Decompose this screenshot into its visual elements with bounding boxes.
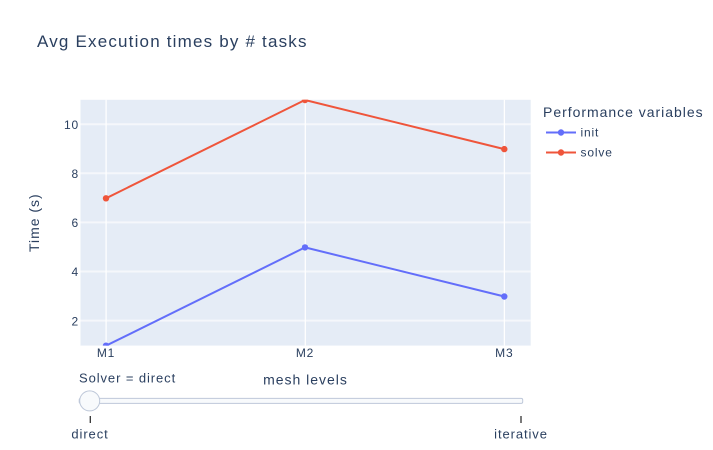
svg-text:4: 4 <box>71 265 79 279</box>
svg-text:iterative: iterative <box>494 427 548 442</box>
svg-text:direct: direct <box>71 427 108 442</box>
svg-text:2: 2 <box>71 314 79 328</box>
svg-text:10: 10 <box>64 118 79 132</box>
svg-text:M3: M3 <box>495 346 513 360</box>
svg-text:Time (s): Time (s) <box>26 193 42 252</box>
svg-text:8: 8 <box>71 167 79 181</box>
svg-text:solve: solve <box>581 146 613 160</box>
svg-text:M2: M2 <box>296 346 314 360</box>
svg-text:M1: M1 <box>97 346 115 360</box>
svg-text:Solver = direct: Solver = direct <box>79 371 176 386</box>
svg-text:6: 6 <box>71 216 79 230</box>
svg-text:init: init <box>581 126 600 140</box>
svg-text:Performance variables: Performance variables <box>543 104 704 120</box>
svg-text:mesh levels: mesh levels <box>263 372 348 388</box>
svg-text:Avg Execution times by # tasks: Avg Execution times by # tasks <box>37 32 308 51</box>
